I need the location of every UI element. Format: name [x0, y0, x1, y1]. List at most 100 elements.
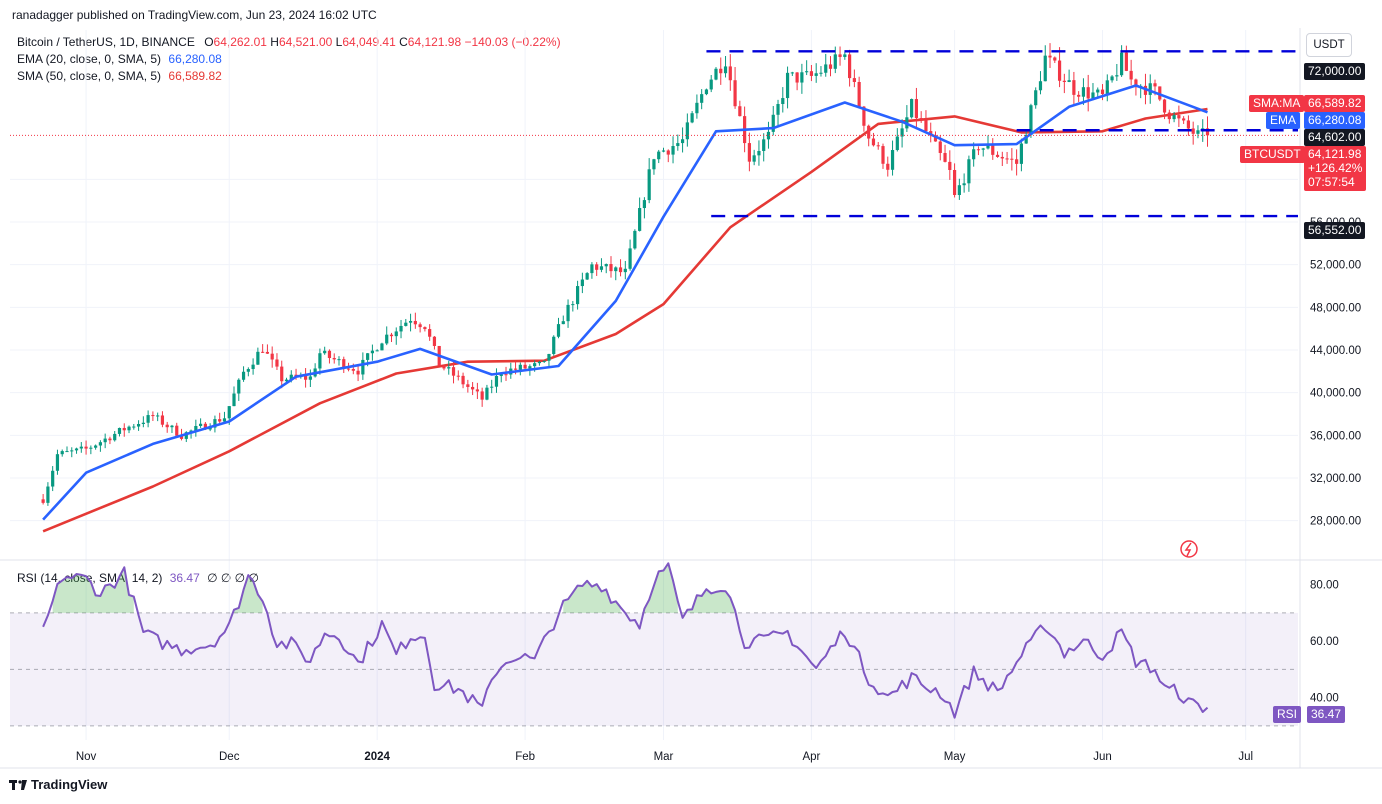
price-tick-label: 44,000.00	[1310, 345, 1361, 357]
sma-layer	[42, 107, 1208, 533]
candle-body	[661, 150, 666, 152]
candle-body	[122, 427, 126, 431]
candle-body	[910, 99, 914, 118]
candle-body	[375, 350, 379, 352]
candle-body	[814, 73, 818, 76]
ema-tag-label: EMA	[1266, 112, 1301, 129]
candle-body	[194, 425, 198, 431]
candle-body	[380, 343, 384, 351]
candle-body	[652, 159, 656, 170]
candle-body	[957, 185, 961, 196]
time-tick-label: Nov	[76, 751, 97, 763]
candle-body	[261, 351, 265, 353]
candle-body	[1048, 55, 1052, 58]
candle-body	[738, 106, 742, 117]
candle-body	[165, 424, 169, 428]
candle-body	[986, 145, 990, 149]
candle-body	[213, 419, 217, 428]
sma-legend[interactable]: SMA (50, close, 0, SMA, 5) 66,589.82	[17, 69, 222, 83]
candle-body	[695, 102, 699, 114]
candle-body	[160, 415, 165, 425]
symbol-name[interactable]: Bitcoin / TetherUS, 1D, BINANCE	[17, 35, 195, 49]
candle-body	[991, 145, 995, 155]
candle-body	[423, 327, 427, 330]
candle-body	[819, 72, 823, 74]
candle-body	[1182, 118, 1186, 121]
ema-legend[interactable]: EMA (20, close, 0, SMA, 5) 66,280.08	[17, 52, 222, 66]
candle-body	[1115, 75, 1119, 77]
lightning-icon[interactable]	[1180, 540, 1198, 558]
candle-body	[618, 267, 623, 273]
candle-body	[1167, 112, 1171, 120]
close-label: C	[399, 35, 408, 49]
candle-body	[265, 351, 270, 354]
candle-body	[1158, 86, 1162, 100]
tradingview-logo[interactable]: TradingView	[9, 777, 107, 792]
candle-body	[1096, 89, 1100, 93]
candle-body	[552, 336, 556, 354]
candle-body	[1086, 87, 1090, 99]
candle-body	[199, 423, 203, 426]
candle-body	[337, 359, 341, 361]
ema-layer	[42, 84, 1208, 521]
candle-body	[943, 152, 947, 162]
candle-body	[1024, 134, 1028, 144]
level-64602-tag: 64,602.00	[1304, 129, 1366, 146]
candle-body	[967, 159, 971, 184]
sma-line	[42, 107, 1208, 533]
candle-body	[871, 138, 876, 146]
candle-body	[251, 364, 255, 370]
candle-body	[327, 350, 332, 359]
candle-body	[65, 451, 69, 453]
candle-body	[690, 113, 694, 123]
candle-body	[547, 353, 551, 361]
high-value: 64,521.00	[278, 35, 333, 49]
candle-body	[284, 379, 289, 382]
candle-body	[771, 114, 775, 132]
candle-body	[795, 72, 799, 83]
candle-body	[843, 54, 847, 57]
countdown-value: 07:57:54	[1308, 175, 1355, 189]
candle-body	[346, 368, 351, 370]
candle-body	[1162, 99, 1167, 113]
candle-body	[351, 368, 355, 371]
symbol-tag: BTCUSDT	[1240, 146, 1305, 163]
candle-body	[1153, 83, 1157, 87]
candle-body	[98, 442, 102, 446]
candle-body	[132, 426, 136, 428]
candle-body	[680, 139, 685, 144]
candle-body	[895, 136, 899, 151]
candle-body	[256, 351, 260, 365]
candle-body	[428, 329, 432, 337]
change-value: −140.03 (−0.22%)	[464, 35, 561, 49]
candle-body	[117, 427, 122, 434]
candle-body	[1038, 81, 1043, 91]
candle-body	[704, 89, 709, 95]
candle-body	[657, 151, 661, 160]
candle-body	[633, 230, 637, 249]
candle-body	[1062, 80, 1066, 82]
time-tick-label: Jul	[1238, 751, 1253, 763]
rsi-band-layer	[10, 612, 1298, 727]
candle-body	[280, 366, 284, 382]
candle-body	[136, 423, 141, 427]
candle-body	[208, 427, 212, 430]
candle-layer	[41, 43, 1210, 506]
candle-body	[647, 169, 651, 201]
level-72000-tag: 72,000.00	[1304, 63, 1366, 80]
candle-body	[776, 104, 780, 115]
candle-body	[785, 72, 790, 99]
candle-body	[461, 375, 465, 385]
candle-body	[1072, 80, 1076, 95]
candle-body	[857, 81, 861, 107]
grid-layer	[0, 28, 1382, 769]
currency-button[interactable]: USDT	[1306, 33, 1352, 57]
candle-body	[728, 66, 732, 81]
time-tick-label: Apr	[802, 751, 820, 763]
candle-body	[356, 370, 360, 375]
rsi-overbought-fill	[234, 575, 263, 613]
rsi-layer	[42, 562, 1209, 719]
candle-body	[323, 350, 327, 354]
rsi-overbought-fill	[644, 563, 678, 613]
